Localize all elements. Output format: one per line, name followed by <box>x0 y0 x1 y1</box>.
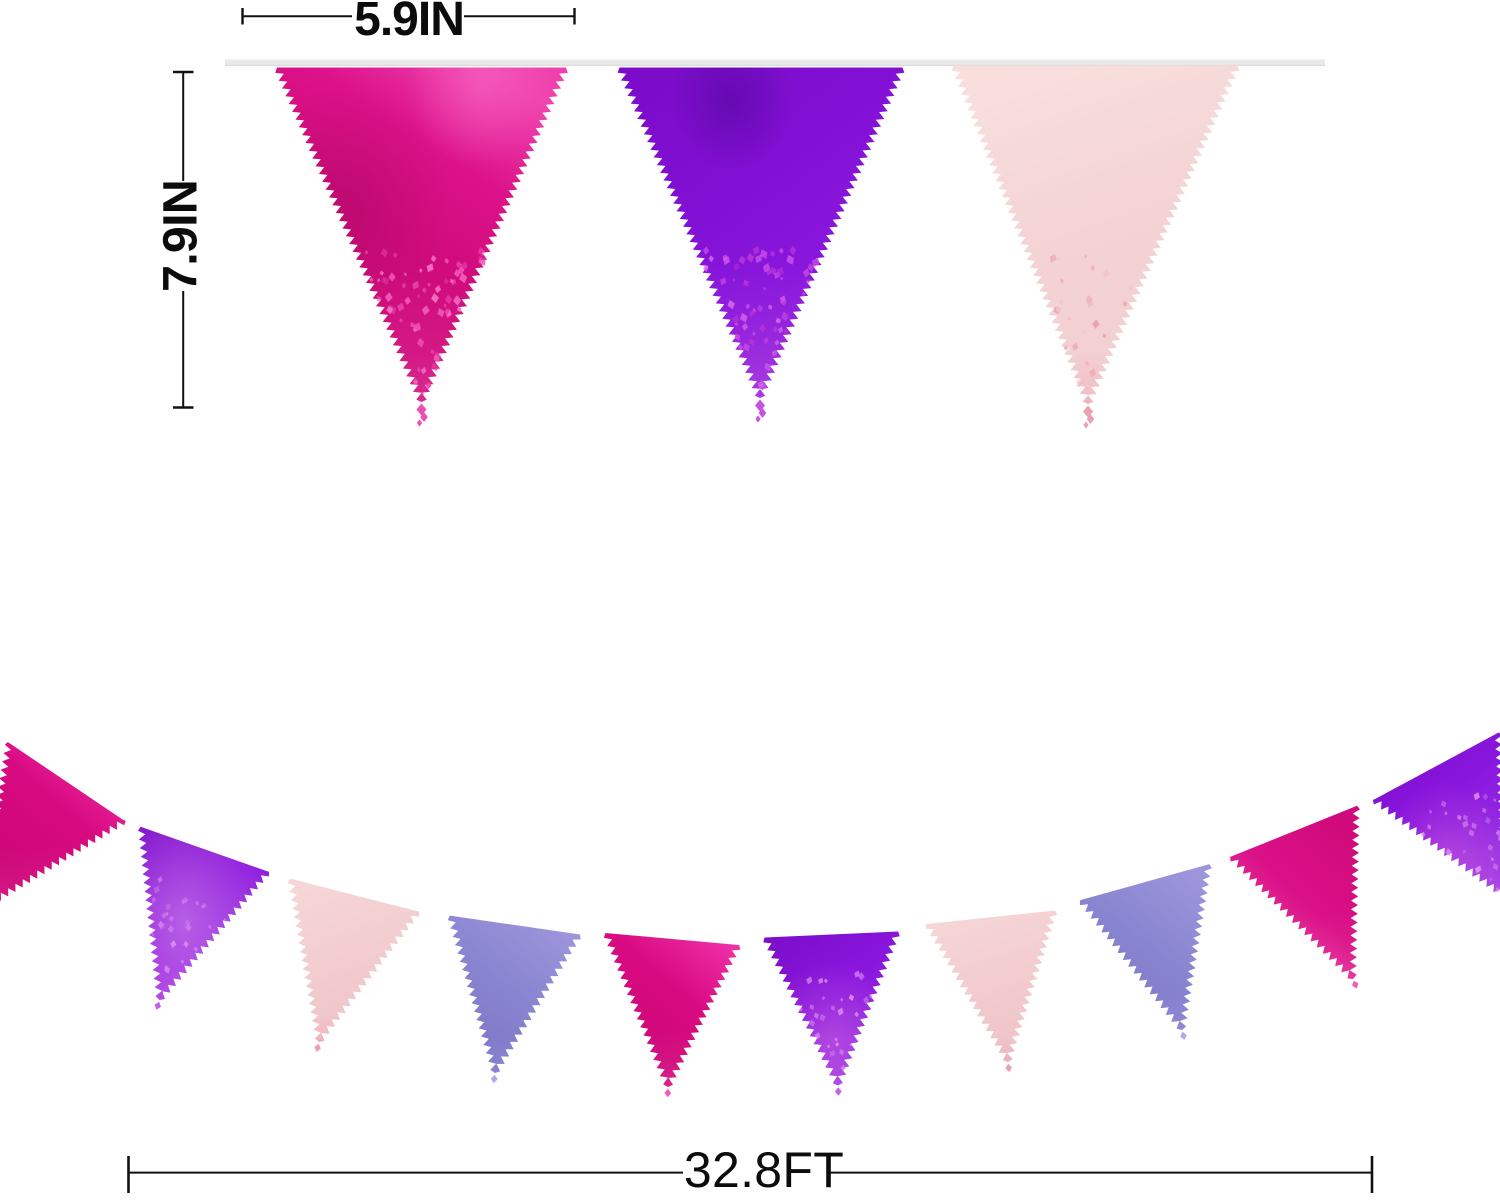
svg-text:7.9IN: 7.9IN <box>154 180 208 292</box>
svg-text:5.9IN: 5.9IN <box>354 0 464 46</box>
svg-text:32.8FT: 32.8FT <box>684 1142 844 1196</box>
